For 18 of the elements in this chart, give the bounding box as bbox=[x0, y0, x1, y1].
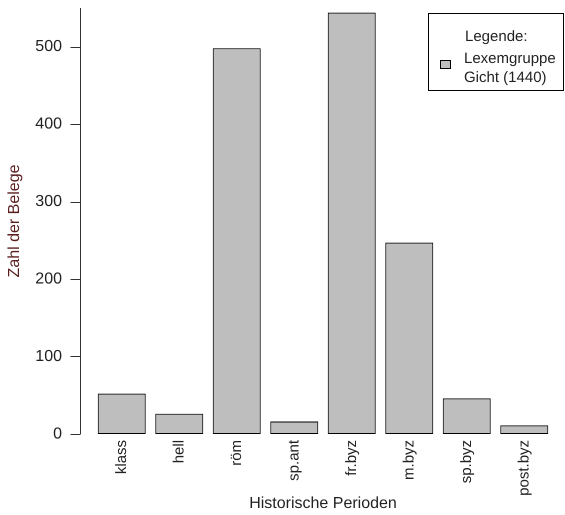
y-tick-label: 200 bbox=[35, 270, 62, 288]
legend-title: Legende: bbox=[464, 28, 529, 46]
x-tick-label: post.byz bbox=[515, 440, 532, 496]
x-tick-label: m.byz bbox=[400, 440, 418, 480]
x-tick-label: hell bbox=[170, 440, 188, 464]
x-tick-label: klass bbox=[112, 440, 130, 474]
x-tick-label: sp.ant bbox=[285, 439, 302, 481]
y-axis-title: Zahl der Belege bbox=[6, 164, 24, 278]
x-tick-label: fr.byz bbox=[342, 440, 360, 476]
y-tick-label: 500 bbox=[35, 38, 62, 56]
y-tick-label: 100 bbox=[35, 348, 62, 365]
x-axis-title: Historische Perioden bbox=[249, 494, 397, 512]
y-tick-label: 300 bbox=[35, 193, 62, 210]
legend-label: Lexemgruppe Gicht (1440) bbox=[464, 49, 557, 87]
y-tick-label: 400 bbox=[35, 116, 62, 133]
x-tick-label: röm bbox=[228, 440, 245, 466]
y-tick-label: 0 bbox=[53, 425, 62, 442]
x-tick-label: sp.byz bbox=[458, 440, 475, 484]
